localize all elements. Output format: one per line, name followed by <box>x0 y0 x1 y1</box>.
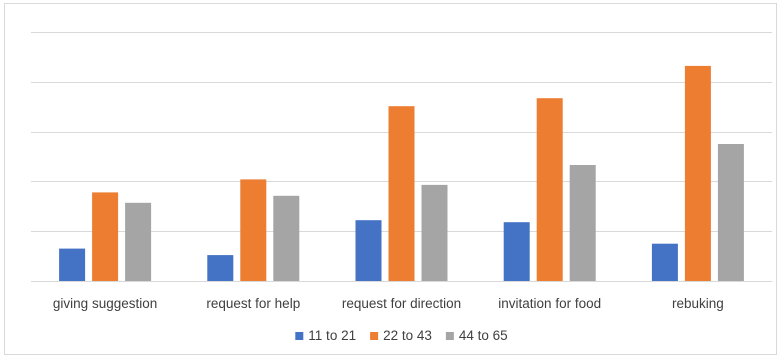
bar-11-to-21-request-for-direction <box>355 220 382 281</box>
legend-label-44-to-65: 44 to 65 <box>459 328 508 343</box>
legend-swatch-44-to-65 <box>445 332 454 340</box>
bar-22-to-43-invitation-for-food <box>536 98 563 281</box>
category-label-rebuking: rebuking <box>672 296 724 311</box>
category-label-invitation-for-food: invitation for food <box>498 296 601 311</box>
gridlines <box>31 32 772 282</box>
category-labels: giving suggestion request for help request… <box>53 296 724 311</box>
category-label-request-for-direction: request for direction <box>342 296 461 311</box>
category-label-request-for-help: request for help <box>206 296 300 311</box>
bar-22-to-43-giving-suggestion <box>92 192 119 281</box>
bar-44-to-65-invitation-for-food <box>569 165 596 281</box>
bars <box>59 65 744 282</box>
legend-swatch-11-to-21 <box>295 332 304 340</box>
bar-44-to-65-request-for-help <box>273 195 300 281</box>
bar-11-to-21-rebuking <box>651 243 678 281</box>
bar-11-to-21-giving-suggestion <box>59 248 86 281</box>
legend-label-11-to-21: 11 to 21 <box>308 328 356 343</box>
legend: 11 to 21 22 to 43 44 to 65 <box>295 328 508 343</box>
legend-swatch-22-to-43 <box>370 332 379 340</box>
bar-11-to-21-request-for-help <box>207 255 234 281</box>
bar-22-to-43-request-for-help <box>240 179 267 281</box>
category-label-giving-suggestion: giving suggestion <box>53 296 157 311</box>
legend-label-22-to-43: 22 to 43 <box>383 328 432 343</box>
bar-22-to-43-rebuking <box>684 65 711 282</box>
bar-22-to-43-request-for-direction <box>388 106 415 281</box>
bar-44-to-65-rebuking <box>717 144 744 281</box>
bar-11-to-21-invitation-for-food <box>503 222 530 281</box>
bar-44-to-65-giving-suggestion <box>125 202 152 281</box>
bar-44-to-65-request-for-direction <box>421 184 448 281</box>
